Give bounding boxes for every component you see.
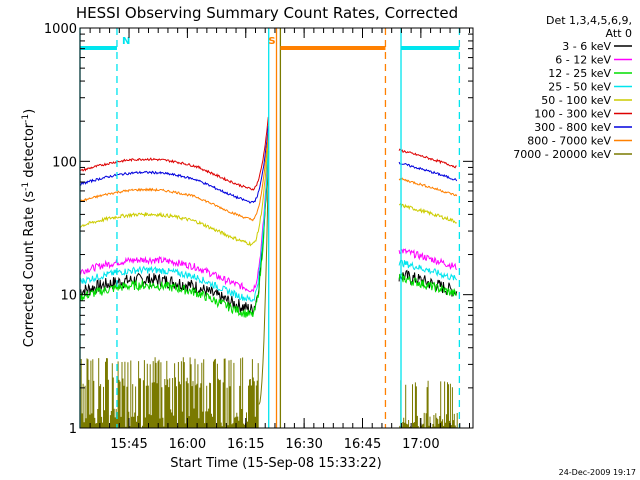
- x-tick-label-1: 16:00: [169, 437, 206, 452]
- series-line-6: [79, 126, 458, 204]
- x-tick-label-3: 16:30: [285, 437, 322, 452]
- y-tick-label-0: 1: [69, 422, 77, 437]
- flag-bar-0: [80, 46, 117, 50]
- x-tick-label-0: 15:45: [110, 437, 147, 452]
- series-ramp-8: [258, 150, 270, 405]
- flag-bar-2: [401, 46, 460, 50]
- legend-label-6: 300 - 800 keV: [534, 121, 611, 134]
- y-axis-label: Corrected Count Rate (s-1 detector-1): [21, 109, 37, 347]
- y-axis: 1 10 100 1000: [44, 22, 473, 437]
- legend-label-5: 100 - 300 keV: [534, 108, 611, 121]
- legend-label-7: 800 - 7000 keV: [527, 135, 611, 148]
- series-line-4: [79, 138, 457, 247]
- legend-header-line1: Det 1,3,4,5,6,9,: [546, 14, 632, 27]
- legend-label-0: 3 - 6 keV: [562, 40, 611, 53]
- y-tick-label-1: 10: [60, 289, 77, 304]
- vline-layer: [79, 28, 461, 428]
- y-axis-label-sup1: -1: [21, 182, 31, 191]
- series-line-3: [79, 149, 458, 302]
- legend-label-1: 6 - 12 keV: [555, 54, 611, 67]
- chart-title: HESSI Observing Summary Count Rates, Cor…: [76, 4, 458, 22]
- y-axis-label-main: Corrected Count Rate (s: [22, 191, 37, 348]
- series-line-2: [79, 146, 458, 318]
- flag-label-1: S: [268, 36, 275, 47]
- y-tick-label-3: 1000: [44, 22, 77, 37]
- flag-label-0: N: [122, 36, 130, 47]
- series-line-1: [79, 145, 458, 293]
- plot-frame: [79, 27, 474, 429]
- series-line-7: [79, 132, 458, 222]
- x-tick-label-2: 16:15: [227, 437, 264, 452]
- legend-label-2: 12 - 25 keV: [548, 67, 611, 80]
- series-layer: [79, 116, 458, 428]
- legend-label-4: 50 - 100 keV: [541, 94, 611, 107]
- x-tick-label-5: 17:00: [402, 437, 439, 452]
- x-tick-label-4: 16:45: [344, 437, 381, 452]
- series-line-5: [79, 116, 457, 191]
- flag-bar-1: [280, 46, 386, 50]
- legend-label-8: 7000 - 20000 keV: [513, 148, 611, 161]
- y-axis-label-sup2: -1: [21, 114, 31, 123]
- y-tick-label-2: 100: [52, 155, 77, 170]
- legend-header-line2: Att 0: [606, 27, 632, 40]
- timestamp: 24-Dec-2009 19:17: [559, 468, 636, 477]
- y-axis-label-mid: detector: [22, 122, 37, 182]
- x-axis-label: Start Time (15-Sep-08 15:33:22): [170, 456, 381, 471]
- y-axis-label-end: ): [22, 109, 37, 114]
- x-axis: 15:45 16:00 16:15 16:30 16:45 17:00: [89, 28, 470, 452]
- legend-label-3: 25 - 50 keV: [548, 81, 611, 94]
